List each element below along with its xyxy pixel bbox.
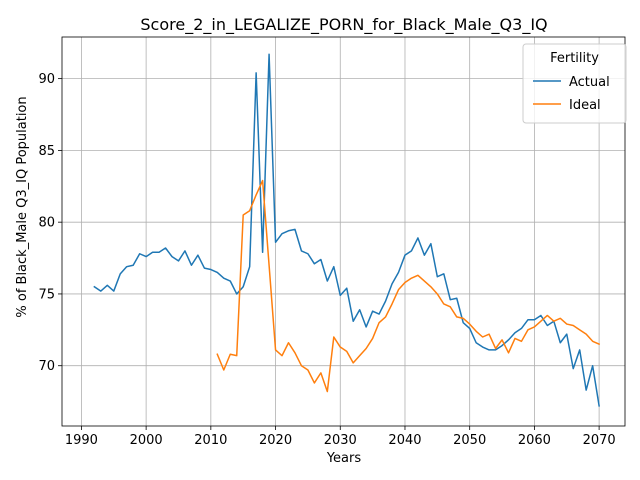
x-axis: 1990 2000 2010 2020 2030 2040 2050 2060 2070 xyxy=(65,426,616,448)
x-tick-label: 2060 xyxy=(518,433,551,448)
y-tick-label: 70 xyxy=(38,359,55,374)
y-tick-label: 85 xyxy=(38,144,55,159)
y-tick-label: 75 xyxy=(38,287,55,302)
y-tick-label: 90 xyxy=(38,72,55,87)
legend-title: Fertility xyxy=(550,51,599,66)
x-axis-label: Years xyxy=(326,451,362,466)
legend-label-actual: Actual xyxy=(569,75,610,90)
y-axis: 70 75 80 85 90 xyxy=(38,72,62,374)
x-tick-label: 2010 xyxy=(194,433,227,448)
series-line-ideal xyxy=(216,179,601,393)
chart-title: Score_2_in_LEGALIZE_PORN_for_Black_Male_… xyxy=(140,15,547,35)
plot-frame xyxy=(61,36,626,427)
x-tick-label: 1990 xyxy=(65,433,98,448)
legend: Fertility Actual Ideal xyxy=(522,43,627,124)
y-tick-label: 80 xyxy=(38,216,55,231)
series-layer xyxy=(93,53,601,407)
x-tick-label: 2040 xyxy=(388,433,421,448)
x-tick-label: 2030 xyxy=(324,433,357,448)
series-line-actual xyxy=(93,53,600,407)
x-tick-label: 2050 xyxy=(453,433,486,448)
legend-label-ideal: Ideal xyxy=(569,98,601,113)
x-tick-label: 2000 xyxy=(130,433,163,448)
x-tick-label: 2020 xyxy=(259,433,292,448)
y-axis-label: % of Black_Male Q3_IQ Population xyxy=(15,96,30,317)
x-tick-label: 2070 xyxy=(583,433,616,448)
